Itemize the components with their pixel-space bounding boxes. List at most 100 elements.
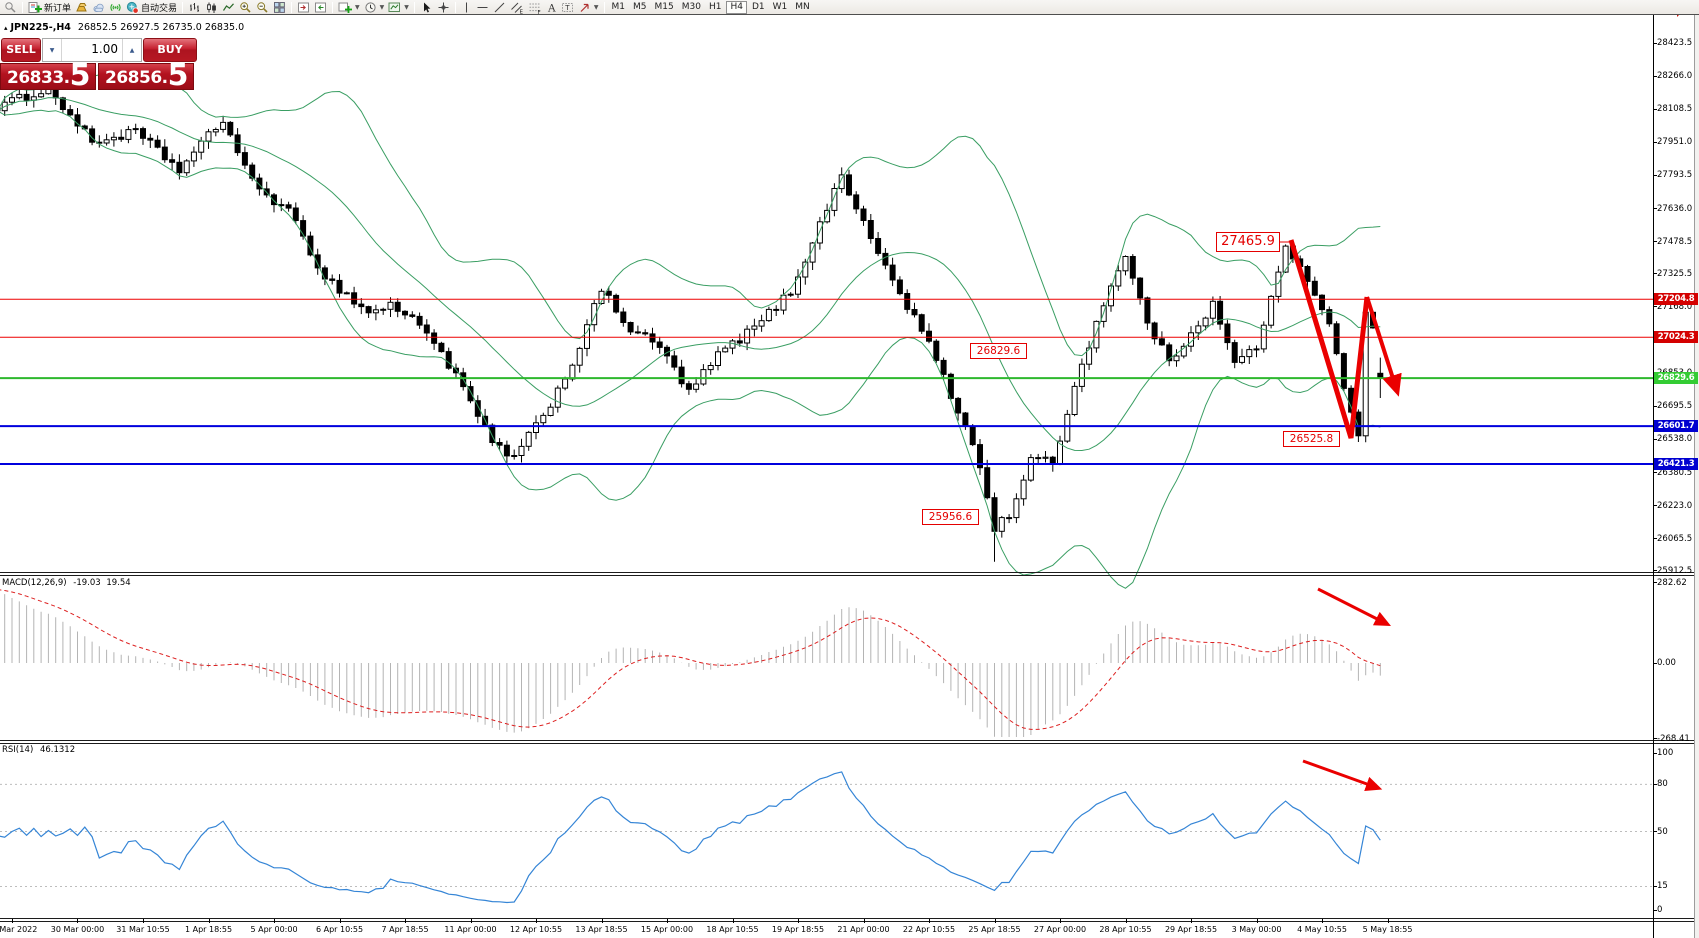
arrows-tool-button[interactable]: ▼ xyxy=(576,0,601,14)
timeframe-w1-button[interactable]: W1 xyxy=(772,1,788,12)
trend-arrows[interactable] xyxy=(1280,239,1402,791)
periods-button[interactable]: ▼ xyxy=(362,0,387,14)
timeframe-m30-button[interactable]: M30 xyxy=(681,1,701,12)
gold-bar-icon[interactable] xyxy=(73,0,90,14)
date-label[interactable]: 30 Mar 00:00 xyxy=(50,925,105,934)
timeframe-h4-button[interactable]: H4 xyxy=(726,0,747,14)
search-icon[interactable] xyxy=(2,0,19,14)
candlestick-series xyxy=(0,81,1384,562)
sell-price-big-digit: 5 xyxy=(69,58,91,93)
bar-chart-mode-icon[interactable] xyxy=(186,0,203,14)
date-label[interactable]: 31 Mar 10:55 xyxy=(116,925,170,934)
fibonacci-icon[interactable]: F xyxy=(526,0,544,14)
volume-input[interactable]: 1.00 xyxy=(91,42,118,56)
date-label[interactable]: 18 Apr 10:55 xyxy=(706,925,759,934)
panel-divider[interactable] xyxy=(0,740,1699,741)
price-annotation[interactable]: 26525.8 xyxy=(1283,431,1340,447)
rsi-tick-label: 100 xyxy=(1657,748,1674,758)
date-label[interactable]: 25 Apr 18:55 xyxy=(968,925,1021,934)
timeframe-m1-button[interactable]: M1 xyxy=(611,1,626,12)
volume-decrease-button[interactable]: ▼ xyxy=(43,39,62,61)
horizontal-line-icon[interactable] xyxy=(474,0,491,14)
date-label[interactable]: 12 Apr 10:55 xyxy=(509,925,563,934)
date-tick-mark xyxy=(1256,919,1258,923)
trend-line-icon[interactable] xyxy=(491,0,508,14)
chart-shift-icon[interactable] xyxy=(295,0,312,14)
signal-icon[interactable] xyxy=(107,0,124,14)
rsi-tick-mark xyxy=(1653,831,1657,832)
crosshair-icon[interactable] xyxy=(435,0,452,14)
date-label[interactable]: 15 Apr 00:00 xyxy=(640,925,694,934)
panel-divider[interactable] xyxy=(0,572,1699,573)
auto-scroll-icon[interactable] xyxy=(312,0,329,14)
date-label[interactable]: 4 May 10:55 xyxy=(1297,925,1347,934)
timeframe-m5-button[interactable]: M5 xyxy=(633,1,647,12)
timeframe-d1-button[interactable]: D1 xyxy=(751,1,765,12)
new-chart-button[interactable]: ▼ xyxy=(336,0,362,14)
date-label[interactable]: 6 Apr 10:55 xyxy=(315,925,364,934)
timeframe-h1-button[interactable]: H1 xyxy=(708,1,722,12)
panel-divider[interactable] xyxy=(0,575,1699,576)
date-tick-mark xyxy=(11,919,13,923)
date-label[interactable]: 22 Apr 10:55 xyxy=(902,925,956,934)
volume-increase-button[interactable]: ▲ xyxy=(122,39,141,61)
auto-trading-button[interactable]: 自动交易 xyxy=(124,0,179,14)
timeframe-mn-button[interactable]: MN xyxy=(795,1,810,12)
auto-trading-icon xyxy=(126,1,139,14)
line-chart-mode-icon[interactable] xyxy=(220,0,237,14)
price-tick-mark xyxy=(1653,75,1657,77)
price-tick-label: 26223.0 xyxy=(1657,500,1693,511)
text-label-icon[interactable]: T xyxy=(559,0,576,14)
price-annotation[interactable]: 25956.6 xyxy=(922,509,979,525)
zoom-out-icon[interactable] xyxy=(254,0,271,14)
date-label[interactable]: 1 Apr 18:55 xyxy=(184,925,233,934)
price-level-tag: 26601.7 xyxy=(1654,420,1698,433)
price-annotation[interactable]: 27465.9 xyxy=(1216,232,1280,252)
date-label[interactable]: 11 Apr 00:00 xyxy=(444,925,497,934)
zoom-in-icon[interactable] xyxy=(237,0,254,14)
rsi-value: 46.1312 xyxy=(39,745,76,755)
tile-windows-icon[interactable] xyxy=(271,0,288,14)
date-label[interactable]: 19 Apr 18:55 xyxy=(771,925,825,934)
vertical-line-icon[interactable] xyxy=(459,0,474,14)
price-annotation[interactable]: 26829.6 xyxy=(970,343,1027,359)
date-label[interactable]: 29 Apr 18:55 xyxy=(1164,925,1218,934)
date-label[interactable]: 28 Mar 2022 xyxy=(0,925,38,934)
macd-tick-label: 282.62 xyxy=(1657,577,1687,588)
chevron-down-icon: ▼ xyxy=(593,3,599,11)
date-label[interactable]: 27 Apr 00:00 xyxy=(1033,925,1087,934)
timeframe-m15-button[interactable]: M15 xyxy=(654,1,674,12)
sell-price[interactable]: 26833. 5 xyxy=(0,58,96,93)
templates-button[interactable]: ▼ xyxy=(386,0,411,14)
chevron-down-icon: ▼ xyxy=(355,3,360,11)
price-tick-label: 25912.5 xyxy=(1657,565,1693,576)
buy-price[interactable]: 26856. 5 xyxy=(98,61,194,91)
price-tick-mark xyxy=(1653,108,1657,110)
date-label[interactable]: 7 Apr 18:55 xyxy=(381,925,429,934)
date-label[interactable]: 5 May 18:55 xyxy=(1362,925,1413,934)
sell-button[interactable]: SELL xyxy=(1,38,41,62)
buy-button[interactable]: BUY xyxy=(143,38,197,62)
equidistant-channel-icon[interactable]: E xyxy=(508,0,526,14)
date-label[interactable]: 28 Apr 10:55 xyxy=(1099,925,1152,934)
date-tick-mark xyxy=(601,919,603,923)
candle-chart-mode-icon[interactable] xyxy=(203,0,220,14)
panel-divider[interactable] xyxy=(0,743,1699,744)
date-label[interactable]: 21 Apr 00:00 xyxy=(837,925,890,934)
text-icon[interactable]: A xyxy=(544,0,559,14)
new-order-label: 新订单 xyxy=(44,3,72,14)
price-tick-label: 27951.0 xyxy=(1657,137,1693,148)
horizontal-level-lines[interactable] xyxy=(0,298,1653,465)
cursor-icon[interactable] xyxy=(418,0,435,14)
date-label[interactable]: 13 Apr 18:55 xyxy=(575,925,628,934)
rsi-tick-mark xyxy=(1653,752,1657,754)
cloud-icon[interactable] xyxy=(90,0,107,14)
rsi-tick-label: 80 xyxy=(1657,779,1668,790)
new-order-button[interactable]: 新订单 xyxy=(26,0,73,14)
macd-plot xyxy=(0,589,1381,737)
collapse-arrow-icon[interactable]: ▴ xyxy=(4,24,8,32)
date-label[interactable]: 3 May 00:00 xyxy=(1231,925,1282,934)
date-label[interactable]: 5 Apr 00:00 xyxy=(250,925,298,934)
svg-text:A: A xyxy=(547,2,556,14)
